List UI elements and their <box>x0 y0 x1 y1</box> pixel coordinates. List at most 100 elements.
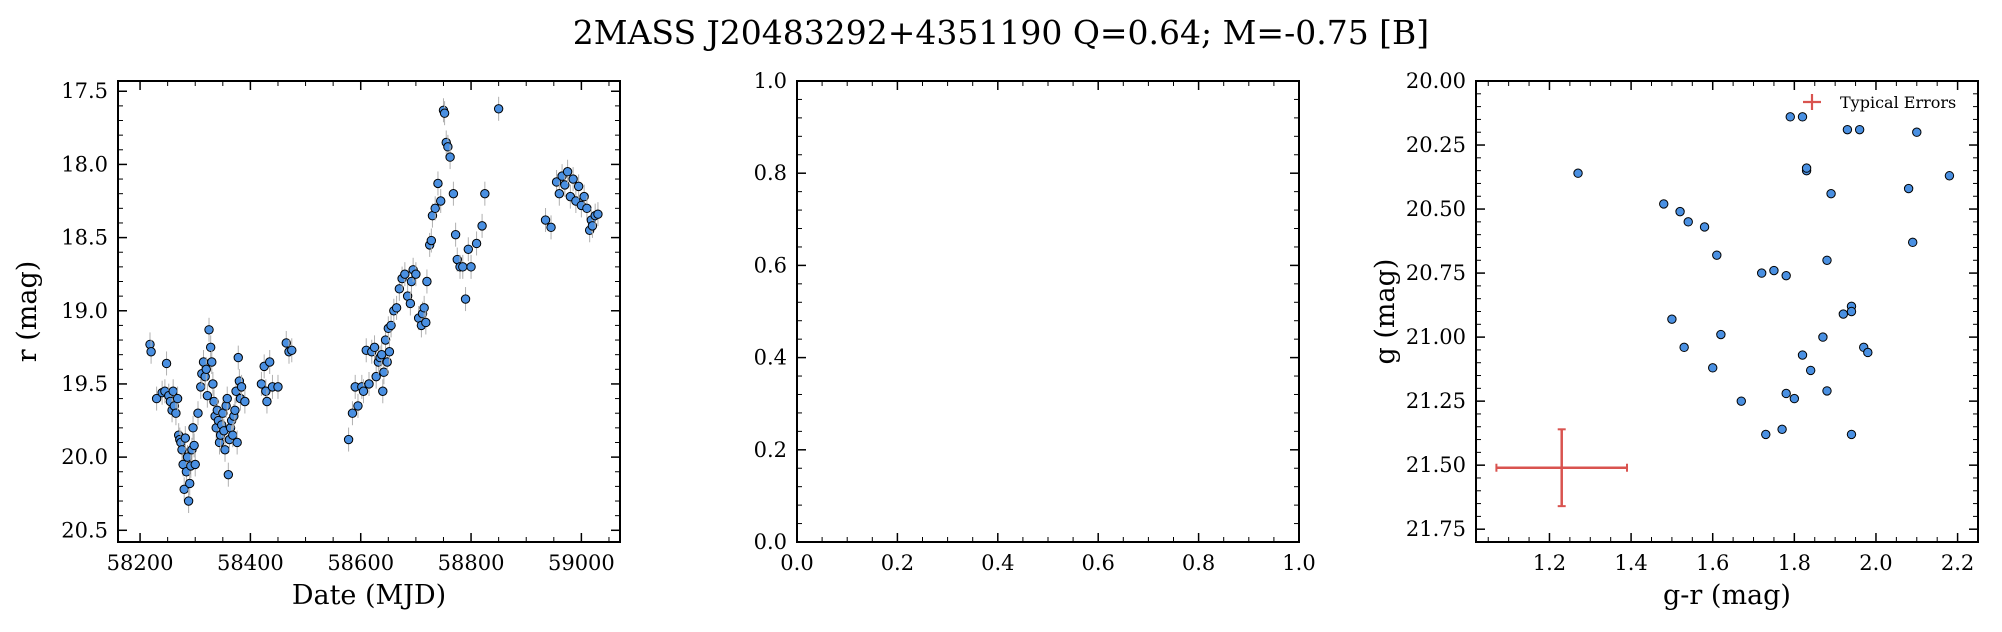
data-point <box>448 188 459 199</box>
data-point <box>1777 424 1787 435</box>
data-point <box>460 294 471 304</box>
y-tick-label: 0.2 <box>754 438 787 462</box>
data-point <box>546 222 556 233</box>
data-point <box>1667 314 1677 324</box>
data-point <box>1683 217 1693 227</box>
data-point <box>579 191 589 202</box>
data-point <box>240 396 250 407</box>
axes-frame <box>1475 80 1979 543</box>
x-axis-label: Date (MJD) <box>292 580 446 611</box>
data-point <box>493 104 504 114</box>
data-point <box>223 469 234 480</box>
data-point <box>193 408 203 418</box>
data-point <box>1785 112 1795 122</box>
y-tick-label: 20.0 <box>61 445 108 469</box>
data-point <box>573 181 584 192</box>
data-point <box>1854 124 1865 135</box>
y-tick-label: 19.0 <box>61 299 108 323</box>
x-tick-label: 1.6 <box>1696 551 1729 575</box>
data-point <box>209 396 219 407</box>
data-point <box>587 221 598 231</box>
data-point <box>1716 329 1726 340</box>
data-point <box>1797 112 1808 122</box>
data-point <box>1679 342 1689 353</box>
data-point <box>151 393 162 404</box>
x-tick-label: 0.2 <box>881 551 914 575</box>
data-point <box>1573 168 1583 178</box>
y-tick-label: 20.50 <box>1406 197 1466 221</box>
y-axis-label: r (mag) <box>12 261 43 363</box>
data-point <box>400 269 410 279</box>
data-point <box>273 382 283 392</box>
data-point <box>201 364 211 375</box>
data-point <box>236 382 247 392</box>
data-point <box>1846 306 1857 317</box>
data-point <box>394 284 405 294</box>
y-tick-label: 21.00 <box>1406 325 1466 349</box>
data-point <box>220 445 230 455</box>
data-point <box>480 188 490 199</box>
data-point <box>1801 163 1812 173</box>
data-point <box>1903 183 1914 194</box>
data-point <box>347 408 358 418</box>
data-point <box>171 408 181 418</box>
data-point <box>189 440 199 451</box>
data-point <box>232 437 242 448</box>
data-point <box>562 167 573 177</box>
data-point <box>1822 255 1832 265</box>
x-tick-label: 1.2 <box>1533 551 1566 575</box>
x-tick-label: 2.2 <box>1941 551 1974 575</box>
y-tick-label: 20.00 <box>1406 69 1466 93</box>
y-tick-label: 0.6 <box>754 253 787 277</box>
data-point <box>1781 270 1791 281</box>
y-tick-label: 18.5 <box>61 226 108 250</box>
empty-panel: 0.0 0.2 0.4 0.6 0.8 1.0 0.0 0.2 0.4 0.6 0.8 1.0 <box>754 69 1316 575</box>
data-point <box>384 347 395 357</box>
data-point <box>371 371 381 382</box>
data-point <box>1846 429 1857 440</box>
data-point <box>1907 237 1918 248</box>
data-point <box>208 379 218 389</box>
data-point <box>439 108 450 118</box>
data-point <box>430 203 440 214</box>
data-point <box>436 196 446 206</box>
x-tick-label: 58400 <box>217 551 284 575</box>
data-point <box>172 393 183 404</box>
data-point <box>230 405 240 415</box>
axes-frame <box>796 80 1300 543</box>
data-point <box>419 303 429 313</box>
y-tick-label: 20.25 <box>1406 133 1466 157</box>
data-point <box>426 235 437 246</box>
data-point <box>1826 188 1836 199</box>
y-tick-label: 21.25 <box>1406 389 1466 413</box>
data-point <box>391 303 402 313</box>
x-tick-label: 59000 <box>548 551 615 575</box>
data-point <box>376 349 387 360</box>
data-point <box>1797 350 1808 360</box>
data-point <box>411 269 421 279</box>
data-point <box>421 317 431 328</box>
y-tick-label: 0.0 <box>754 530 787 554</box>
data-point <box>568 174 578 184</box>
data-point <box>1822 386 1832 396</box>
data-point <box>1789 393 1800 404</box>
x-axis-label: g-r (mag) <box>1663 580 1791 611</box>
lightcurve-panel: 58200 58400 58600 58800 59000 17.5 18.0 18.5 19.… <box>12 79 621 611</box>
y-tick-label: 0.8 <box>754 161 787 185</box>
data-point <box>463 244 473 255</box>
data-point <box>1863 347 1873 358</box>
data-point <box>1805 365 1816 376</box>
x-tick-label: 58200 <box>107 551 174 575</box>
y-tick-label: 20.5 <box>61 518 108 542</box>
data-point <box>445 152 455 162</box>
data-point <box>265 357 275 367</box>
x-tick-label: 0.4 <box>981 551 1014 575</box>
data-point <box>379 367 389 377</box>
legend-label: Typical Errors <box>1840 93 1956 112</box>
x-tick-label: 58800 <box>438 551 505 575</box>
data-point <box>405 298 416 309</box>
y-tick-label: 18.0 <box>61 152 108 176</box>
data-point <box>196 382 206 392</box>
x-tick-label: 1.0 <box>1282 551 1315 575</box>
data-point <box>358 386 369 396</box>
